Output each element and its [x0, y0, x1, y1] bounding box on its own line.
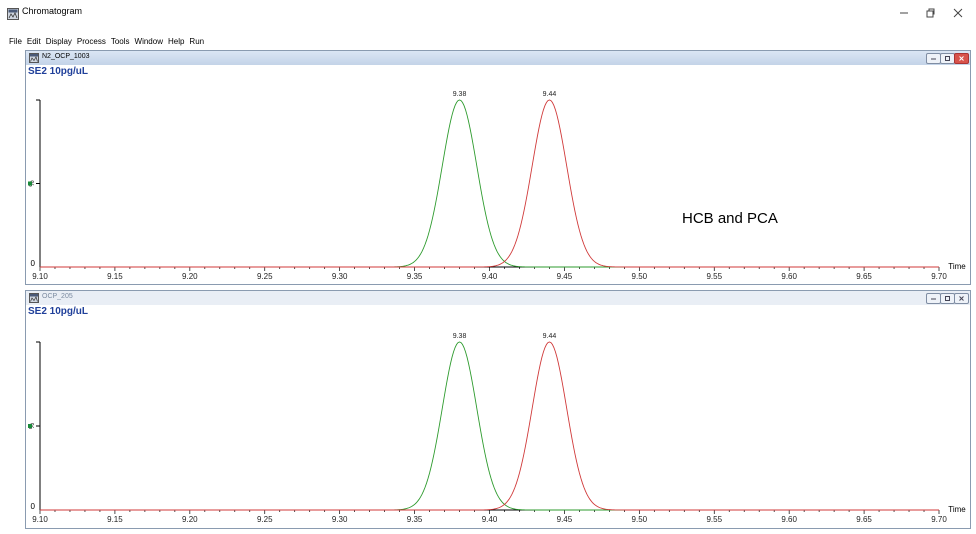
trace-marker[interactable]: [28, 181, 32, 186]
minimize-icon: [900, 12, 908, 14]
chromatogram-doc-icon: [29, 53, 39, 63]
menu-window[interactable]: Window: [134, 37, 163, 46]
x-tick-label: 9.35: [407, 272, 423, 281]
chromatogram-plot[interactable]: % 0 9.10 9.15 9.20 9.25 9.30 9.35 9.40 9.45 9.50 9.…: [26, 291, 970, 528]
x-axis-label: Time: [948, 262, 966, 271]
chromatogram-plot[interactable]: % 0 9.10 9.15 9.20 9.25 9.30 9.35 9.40 9.45 9.50 9.…: [26, 51, 970, 284]
y-axis-label: %: [29, 180, 36, 186]
x-tick-label: 9.60: [781, 515, 797, 524]
close-icon: [959, 56, 964, 61]
x-tick-label: 9.25: [257, 272, 273, 281]
close-button[interactable]: [944, 2, 972, 24]
y-tick-label: 0: [31, 259, 36, 268]
x-tick-label: 9.10: [32, 515, 48, 524]
sample-label: SE2 10pg/uL: [28, 66, 89, 77]
minimize-button[interactable]: [890, 2, 918, 24]
x-tick-label: 9.50: [632, 515, 648, 524]
peak-label: 9.38: [453, 333, 467, 340]
x-tick-label: 9.60: [781, 272, 797, 281]
x-tick-label: 9.40: [482, 515, 498, 524]
sample-label: SE2 10pg/uL: [28, 306, 89, 317]
menu-edit[interactable]: Edit: [26, 37, 41, 46]
chromatogram-panel-1[interactable]: N2_OCP_1003 SE2 10pg/uL % 0 9.10 9.15 9.20 9.…: [25, 50, 971, 285]
menu-file[interactable]: File: [9, 37, 22, 46]
menu-display[interactable]: Display: [45, 37, 72, 46]
maximize-icon: [926, 8, 935, 18]
peak-label: 9.44: [543, 333, 557, 340]
x-tick-label: 9.35: [407, 515, 423, 524]
app-title-bar: Chromatogram: [0, 0, 976, 30]
series-line-0[interactable]: [40, 99, 939, 268]
panel-close-button[interactable]: [954, 293, 969, 304]
x-tick-label: 9.30: [332, 515, 348, 524]
x-tick-label: 9.65: [856, 272, 872, 281]
x-tick-label: 9.25: [257, 515, 273, 524]
panel-name: OCP_205: [42, 293, 73, 300]
x-tick-label: 9.45: [557, 515, 573, 524]
panel-name: N2_OCP_1003: [42, 53, 90, 60]
minimize-icon: [931, 58, 936, 60]
panel-close-button[interactable]: [954, 53, 969, 64]
y-tick-label: 0: [31, 502, 36, 511]
menu-process[interactable]: Process: [76, 37, 106, 46]
chromatogram-panel-2[interactable]: OCP_205 SE2 10pg/uL % 0 9.10 9.15 9.20 9.25 9.…: [25, 290, 971, 529]
panel-title-bar[interactable]: OCP_205: [26, 291, 970, 305]
x-tick-label: 9.55: [706, 272, 722, 281]
series-line-1[interactable]: [40, 99, 939, 268]
maximize-icon: [945, 56, 950, 61]
menu-run[interactable]: Run: [189, 37, 205, 46]
x-axis-label: Time: [948, 505, 966, 514]
x-tick-label: 9.55: [706, 515, 722, 524]
menu-help[interactable]: Help: [167, 37, 185, 46]
x-tick-label: 9.15: [107, 515, 123, 524]
series-line-0[interactable]: [40, 341, 939, 511]
maximize-button[interactable]: [916, 2, 944, 24]
annotation-text: HCB and PCA: [682, 210, 778, 227]
series-line-1[interactable]: [40, 341, 939, 511]
chromatogram-app-icon: [7, 8, 19, 20]
panel-title-bar[interactable]: N2_OCP_1003: [26, 51, 970, 65]
close-icon: [959, 296, 964, 301]
x-tick-label: 9.70: [931, 515, 947, 524]
x-tick-label: 9.20: [182, 515, 198, 524]
x-tick-label: 9.15: [107, 272, 123, 281]
minimize-icon: [931, 298, 936, 300]
peak-label: 9.38: [453, 91, 467, 98]
x-tick-label: 9.50: [632, 272, 648, 281]
peak-label: 9.44: [543, 91, 557, 98]
app-title: Chromatogram: [22, 6, 83, 16]
trace-marker[interactable]: [28, 424, 32, 428]
x-tick-label: 9.10: [32, 272, 48, 281]
x-tick-label: 9.65: [856, 515, 872, 524]
chromatogram-doc-icon: [29, 293, 39, 303]
close-icon: [953, 8, 963, 18]
maximize-icon: [945, 296, 950, 301]
menu-bar: File Edit Display Process Tools Window Help Run: [0, 31, 976, 46]
x-tick-label: 9.30: [332, 272, 348, 281]
x-tick-label: 9.40: [482, 272, 498, 281]
menu-tools[interactable]: Tools: [110, 37, 130, 46]
y-axis-label: %: [29, 423, 36, 429]
x-tick-label: 9.20: [182, 272, 198, 281]
x-tick-label: 9.45: [557, 272, 573, 281]
x-tick-label: 9.70: [931, 272, 947, 281]
